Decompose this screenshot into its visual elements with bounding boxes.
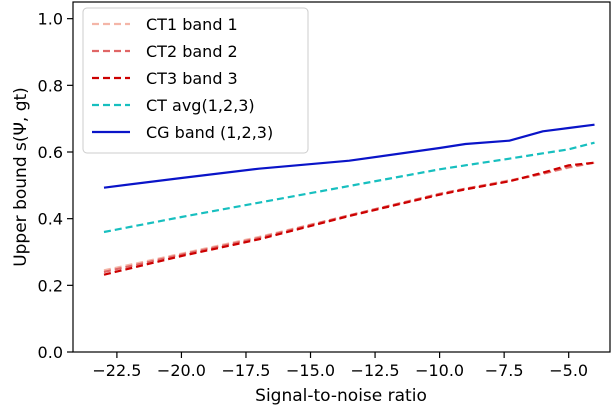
legend-box: [82, 7, 309, 154]
y-axis-label: Upper bound s(Ψ, gt): [11, 87, 31, 267]
x-tick-label: −5.0: [549, 361, 588, 380]
y-tick-label: 0.0: [38, 343, 63, 362]
x-tick-label: −17.5: [221, 361, 270, 380]
legend-label-3: CT3 band 3: [146, 69, 238, 88]
legend-label-4: CT avg(1,2,3): [146, 96, 255, 115]
x-axis-label: Signal-to-noise ratio: [255, 386, 427, 406]
y-tick-label: 0.8: [38, 76, 63, 95]
legend-label-2: CT2 band 2: [146, 42, 238, 61]
y-tick-label: 0.6: [38, 143, 63, 162]
x-tick-label: −15.0: [286, 361, 335, 380]
y-axis: 0.0 0.2 0.4 0.6 0.8 1.0: [38, 10, 73, 362]
series-layer: [103, 123, 595, 276]
y-tick-label: 0.2: [38, 276, 63, 295]
legend-label-1: CT1 band 1: [146, 15, 238, 34]
x-axis: −22.5 −20.0 −17.5 −15.0 −12.5 −10.0 −7.5 −5.0: [92, 352, 588, 380]
x-tick-label: −7.5: [485, 361, 524, 380]
series-line-5: [103, 123, 595, 189]
legend-label-5: CG band (1,2,3): [146, 123, 273, 142]
series-line-3: [103, 161, 595, 276]
x-tick-label: −22.5: [92, 361, 141, 380]
plot-frame: [72, 1, 611, 353]
x-tick-label: −20.0: [157, 361, 206, 380]
x-tick-label: −10.0: [415, 361, 464, 380]
x-tick-label: −12.5: [351, 361, 400, 380]
legend: CT1 band 1 CT2 band 2 CT3 band 3 CT avg(1,2…: [82, 7, 309, 154]
y-tick-label: 0.4: [38, 210, 63, 229]
y-tick-label: 1.0: [38, 10, 63, 29]
series-line-4: [103, 141, 595, 234]
